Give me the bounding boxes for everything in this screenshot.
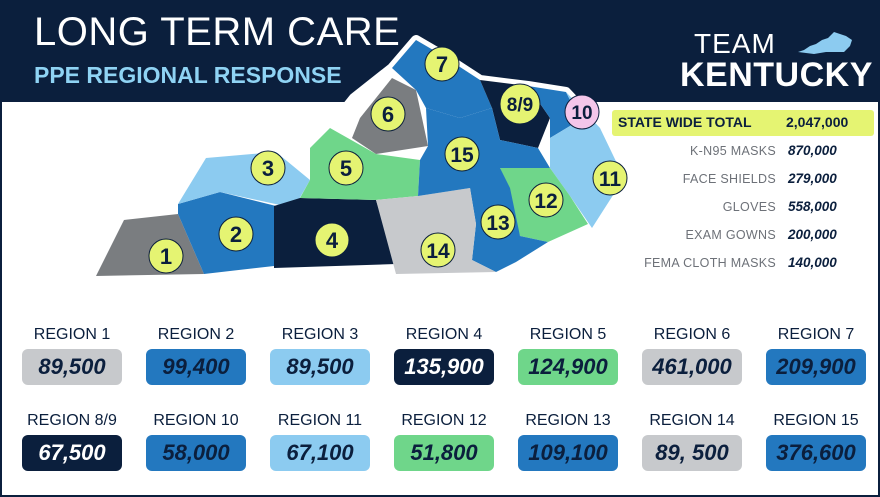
ppe-item-row: K-N95 MASKS 870,000	[612, 142, 874, 162]
region-badge-2: 2	[218, 216, 254, 252]
region-badge-13: 13	[480, 204, 516, 240]
region-card-label: REGION 12	[401, 412, 487, 429]
region-card-12: REGION 12 51,800	[386, 412, 502, 478]
region-card-label: REGION 15	[773, 412, 859, 429]
region-card-value: 58,000	[146, 435, 246, 471]
region-badge-5: 5	[328, 150, 364, 186]
ppe-item-value: 558,000	[788, 199, 837, 214]
region-badge-2-label: 2	[230, 222, 242, 247]
region-card-label: REGION 3	[281, 326, 359, 343]
region-badge-6-label: 6	[382, 102, 394, 127]
region-card-value: 89, 500	[642, 435, 742, 471]
region-card-8-9: REGION 8/9 67,500	[14, 412, 130, 478]
region-badge-7-label: 7	[436, 52, 448, 77]
region-card-value: 89,500	[270, 349, 370, 385]
region-card-label: REGION 11	[277, 412, 363, 429]
region-badge-14: 14	[420, 232, 456, 268]
statewide-total-row: STATE WIDE TOTAL 2,047,000	[612, 110, 874, 136]
region-card-11: REGION 11 67,100	[262, 412, 378, 478]
region-card-value: 376,600	[766, 435, 866, 471]
region-card-label: REGION 7	[777, 326, 855, 343]
page-subtitle: PPE REGIONAL RESPONSE	[34, 62, 342, 88]
kentucky-region-map: 1 2 3 4 5 6 7 8/9 10 11 12 13 14 15	[87, 35, 629, 291]
region-card-value: 209,900	[766, 349, 866, 385]
region-card-label: REGION 14	[649, 412, 735, 429]
statewide-total-label: STATE WIDE TOTAL	[618, 114, 752, 130]
region-card-1: REGION 1 89,500	[14, 326, 130, 392]
region-14-shape	[376, 188, 496, 274]
ppe-item-label: K-N95 MASKS	[690, 144, 776, 158]
ppe-item-row: EXAM GOWNS 200,000	[612, 226, 874, 246]
brand-kentucky-text: KENTUCKY	[680, 56, 873, 94]
region-badge-7: 7	[424, 46, 460, 82]
region-card-6: REGION 6 461,000	[634, 326, 750, 392]
region-card-label: REGION 13	[525, 412, 611, 429]
ppe-item-row: GLOVES 558,000	[612, 198, 874, 218]
region-card-label: REGION 2	[157, 326, 235, 343]
region-badge-5-label: 5	[340, 156, 352, 181]
region-badge-11-label: 11	[599, 168, 622, 191]
region-card-label: REGION 5	[529, 326, 607, 343]
region-15-shape	[418, 108, 550, 196]
region-badge-15-label: 15	[450, 144, 474, 167]
region-card-value: 135,900	[394, 349, 494, 385]
ppe-item-row: FEMA CLOTH MASKS 140,000	[612, 254, 874, 274]
region-card-4: REGION 4 135,900	[386, 326, 502, 392]
region-card-7: REGION 7 209,900	[758, 326, 874, 392]
region-card-2: REGION 2 99,400	[138, 326, 254, 392]
ppe-item-value: 279,000	[788, 171, 837, 186]
region-card-value: 89,500	[22, 349, 122, 385]
region-badge-10-label: 10	[571, 103, 592, 124]
region-card-13: REGION 13 109,100	[510, 412, 626, 478]
region-card-label: REGION 8/9	[27, 412, 117, 429]
region-10-shape	[528, 86, 580, 138]
region-badge-6: 6	[370, 96, 406, 132]
region-badge-3: 3	[250, 150, 286, 186]
region-badge-3-label: 3	[262, 156, 274, 181]
ppe-item-value: 870,000	[788, 143, 837, 158]
region-card-value: 99,400	[146, 349, 246, 385]
region-card-value: 124,900	[518, 349, 618, 385]
region-badge-12: 12	[528, 182, 564, 218]
region-card-14: REGION 14 89, 500	[634, 412, 750, 478]
region-card-value: 67,100	[270, 435, 370, 471]
ppe-item-label: GLOVES	[722, 200, 776, 214]
region-card-10: REGION 10 58,000	[138, 412, 254, 478]
region-card-value: 109,100	[518, 435, 618, 471]
region-badge-4: 4	[314, 222, 350, 258]
region-card-5: REGION 5 124,900	[510, 326, 626, 392]
region-card-15: REGION 15 376,600	[758, 412, 874, 478]
region-badge-12-label: 12	[534, 190, 557, 213]
ppe-item-label: FEMA CLOTH MASKS	[644, 256, 776, 270]
region-badge-10: 10	[564, 94, 600, 130]
region-card-label: REGION 6	[653, 326, 731, 343]
brand-team-text: TEAM	[694, 28, 776, 59]
region-card-label: REGION 10	[153, 412, 239, 429]
region-card-label: REGION 4	[405, 326, 483, 343]
ppe-item-value: 140,000	[788, 255, 837, 270]
region-badge-13-label: 13	[486, 212, 509, 235]
region-card-label: REGION 1	[33, 326, 111, 343]
region-card-value: 51,800	[394, 435, 494, 471]
ppe-item-row: FACE SHIELDS 279,000	[612, 170, 874, 190]
region-card-value: 67,500	[22, 435, 122, 471]
ppe-item-value: 200,000	[788, 227, 837, 242]
kentucky-outline-icon	[798, 32, 852, 54]
region-badge-8-9: 8/9	[499, 83, 541, 125]
region-card-value: 461,000	[642, 349, 742, 385]
region-badge-11: 11	[592, 160, 628, 196]
region-badge-8-9-label: 8/9	[507, 95, 533, 116]
region-badge-15: 15	[444, 136, 480, 172]
region-card-3: REGION 3 89,500	[262, 326, 378, 392]
page-title: LONG TERM CARE	[34, 10, 401, 54]
ppe-item-label: EXAM GOWNS	[685, 228, 776, 242]
ppe-item-label: FACE SHIELDS	[682, 172, 776, 186]
statewide-total-value: 2,047,000	[786, 114, 849, 130]
region-badge-1-label: 1	[160, 244, 172, 269]
region-badge-4-label: 4	[326, 228, 339, 253]
region-badge-14-label: 14	[426, 240, 450, 263]
region-badge-1: 1	[148, 238, 184, 274]
